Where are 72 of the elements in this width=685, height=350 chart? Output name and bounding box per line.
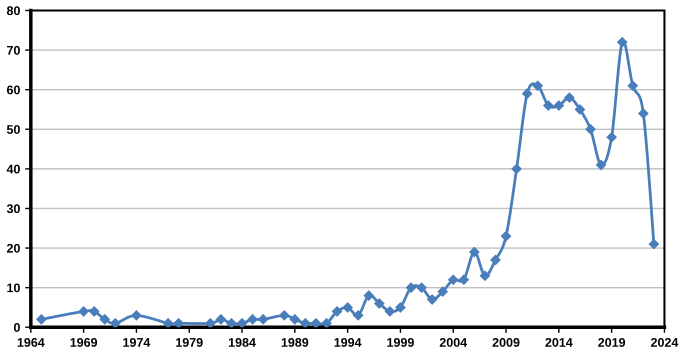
point xyxy=(353,310,364,320)
point xyxy=(226,318,237,328)
point xyxy=(585,124,596,134)
point xyxy=(162,318,174,328)
x-tick-label: 2009 xyxy=(492,338,520,347)
point xyxy=(532,80,543,91)
x-tick-label: 1989 xyxy=(282,338,308,347)
y-tick-label: 70 xyxy=(7,46,20,55)
point xyxy=(321,318,332,328)
x-tick-label: 1974 xyxy=(123,338,150,347)
point xyxy=(131,310,142,320)
point xyxy=(332,306,342,317)
y-tick-label: 40 xyxy=(6,164,20,174)
y-tick-label: 30 xyxy=(6,204,20,214)
point xyxy=(236,318,248,328)
point xyxy=(247,314,258,324)
point xyxy=(543,100,554,111)
point xyxy=(406,282,416,293)
point xyxy=(174,318,184,328)
point xyxy=(628,80,638,91)
point xyxy=(617,37,628,48)
point xyxy=(310,318,322,328)
point xyxy=(374,298,384,309)
point xyxy=(279,310,290,320)
point xyxy=(574,104,586,115)
point xyxy=(554,100,564,111)
point xyxy=(438,286,448,297)
x-tick-label: 2004 xyxy=(440,338,468,347)
point xyxy=(89,306,100,317)
point xyxy=(648,238,660,250)
y-tick-label: 20 xyxy=(6,244,20,253)
point xyxy=(384,306,395,317)
y-tick-label: 10 xyxy=(7,283,20,292)
point xyxy=(596,160,606,170)
x-tick-label: 2019 xyxy=(598,338,626,347)
point xyxy=(480,270,490,281)
point xyxy=(564,92,575,103)
point xyxy=(395,302,406,313)
point xyxy=(364,290,374,301)
x-tick-label: 2014 xyxy=(545,338,573,347)
point xyxy=(300,318,311,328)
point xyxy=(290,314,300,324)
x-tick-label: 1999 xyxy=(387,338,414,347)
point xyxy=(511,164,522,174)
point xyxy=(427,294,438,305)
y-tick-label: 80 xyxy=(6,6,20,16)
point xyxy=(638,108,648,119)
point xyxy=(606,132,617,142)
point xyxy=(522,88,532,99)
point xyxy=(500,231,512,242)
point xyxy=(78,306,89,317)
point xyxy=(258,314,268,324)
x-tick-label: 1979 xyxy=(176,338,203,347)
point xyxy=(342,302,353,313)
y-tick-label: 0 xyxy=(14,323,20,332)
x-tick-label: 1994 xyxy=(334,338,362,347)
x-tick-label: 1984 xyxy=(228,338,256,347)
x-tick-label: 1964 xyxy=(18,338,45,347)
point xyxy=(216,314,226,324)
y-tick-label: 60 xyxy=(6,85,20,94)
point xyxy=(448,274,458,285)
point xyxy=(416,282,427,293)
point xyxy=(458,274,469,285)
y-tick-label: 50 xyxy=(6,125,20,134)
point xyxy=(110,318,120,328)
x-tick-label: 2024 xyxy=(650,338,678,347)
point xyxy=(205,318,216,328)
point xyxy=(469,246,480,258)
point xyxy=(100,314,110,324)
point xyxy=(490,254,501,266)
x-tick-label: 1969 xyxy=(70,338,98,347)
point xyxy=(36,314,46,324)
